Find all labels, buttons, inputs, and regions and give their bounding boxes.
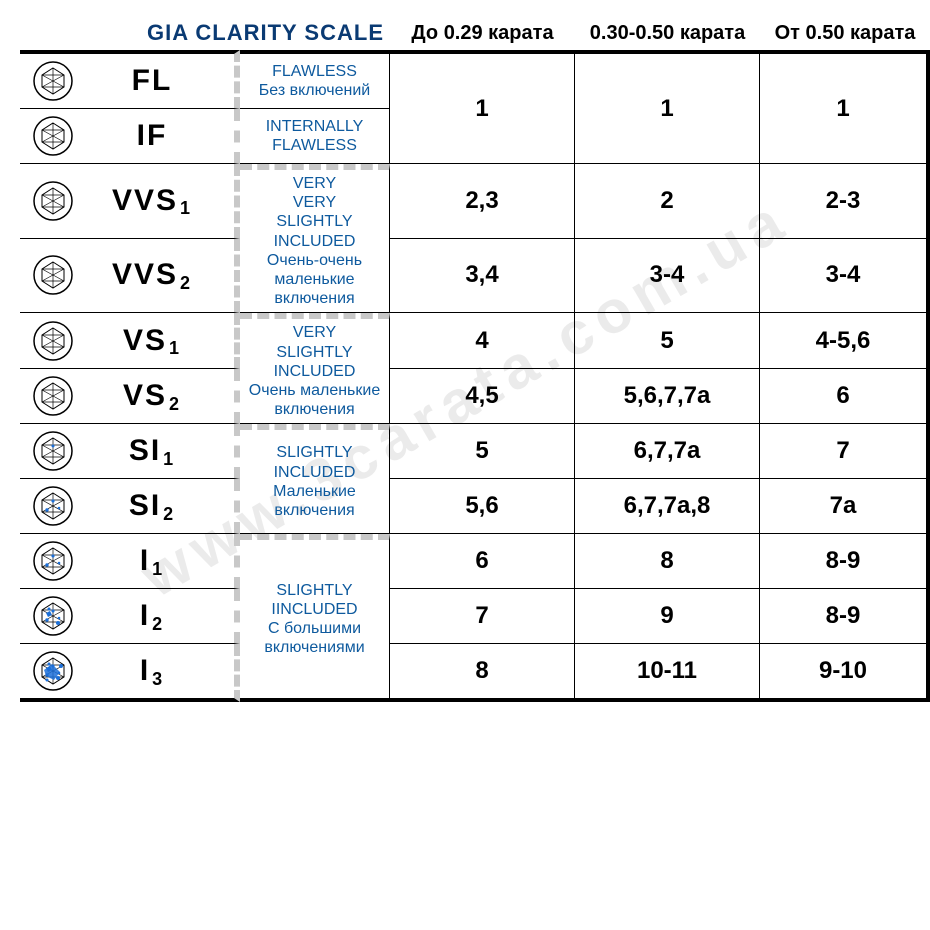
scale-value: 6 bbox=[390, 534, 575, 589]
clarity-grade: I2 bbox=[80, 589, 240, 644]
diamond-cell bbox=[20, 109, 80, 164]
clarity-description: SLIGHTLYINCLUDEDМаленькие включения bbox=[240, 424, 390, 534]
clarity-description: INTERNALLYFLAWLESS bbox=[240, 109, 390, 164]
scale-value: 4 bbox=[390, 313, 575, 368]
scale-value: 5 bbox=[575, 313, 760, 368]
diamond-cell bbox=[20, 239, 80, 314]
scale-value: 5,6,7,7а bbox=[575, 369, 760, 424]
column-header-0: До 0.29 карата bbox=[390, 22, 575, 45]
scale-value: 1 bbox=[575, 50, 760, 164]
scale-value: 3-4 bbox=[760, 239, 930, 314]
scale-value: 4-5,6 bbox=[760, 313, 930, 368]
diamond-cell bbox=[20, 534, 80, 589]
diamond-cell bbox=[20, 424, 80, 479]
scale-value: 2,3 bbox=[390, 164, 575, 239]
diamond-cell bbox=[20, 164, 80, 239]
scale-value: 7 bbox=[390, 589, 575, 644]
diamond-cell bbox=[20, 479, 80, 534]
scale-value: 3,4 bbox=[390, 239, 575, 314]
diamond-icon bbox=[32, 115, 74, 157]
diamond-cell bbox=[20, 313, 80, 368]
diamond-icon bbox=[32, 60, 74, 102]
scale-value: 9-10 bbox=[760, 644, 930, 702]
clarity-grade: VVS2 bbox=[80, 239, 240, 314]
clarity-grade: I3 bbox=[80, 644, 240, 702]
diamond-cell bbox=[20, 589, 80, 644]
table-title: GIA CLARITY SCALE bbox=[20, 20, 390, 46]
clarity-description: VERYSLIGHTLYINCLUDEDОчень маленькие вклю… bbox=[240, 313, 390, 424]
scale-value: 7 bbox=[760, 424, 930, 479]
clarity-description: SLIGHTLYIINCLUDEDС большими включениями bbox=[240, 534, 390, 702]
diamond-icon bbox=[32, 254, 74, 296]
clarity-grade: VVS1 bbox=[80, 164, 240, 239]
clarity-grade: SI2 bbox=[80, 479, 240, 534]
scale-value: 8 bbox=[575, 534, 760, 589]
diamond-cell bbox=[20, 50, 80, 109]
diamond-icon bbox=[32, 595, 74, 637]
diamond-icon bbox=[32, 540, 74, 582]
clarity-grade: VS1 bbox=[80, 313, 240, 368]
scale-value: 10-11 bbox=[575, 644, 760, 702]
clarity-table: FLFLAWLESSБез включений111 IFINTERNALLYF… bbox=[20, 50, 910, 702]
scale-value: 8-9 bbox=[760, 534, 930, 589]
scale-value: 6,7,7а bbox=[575, 424, 760, 479]
scale-value: 8 bbox=[390, 644, 575, 702]
diamond-icon bbox=[32, 430, 74, 472]
clarity-grade: FL bbox=[80, 50, 240, 109]
scale-value: 2-3 bbox=[760, 164, 930, 239]
clarity-description: VERYVERYSLIGHTLYINCLUDEDОчень-очень мале… bbox=[240, 164, 390, 313]
diamond-icon bbox=[32, 375, 74, 417]
scale-value: 3-4 bbox=[575, 239, 760, 314]
scale-value: 2 bbox=[575, 164, 760, 239]
scale-value: 1 bbox=[390, 50, 575, 164]
diamond-icon bbox=[32, 180, 74, 222]
clarity-grade: VS2 bbox=[80, 369, 240, 424]
diamond-icon bbox=[32, 650, 74, 692]
scale-value: 9 bbox=[575, 589, 760, 644]
column-header-1: 0.30-0.50 карата bbox=[575, 22, 760, 45]
scale-value: 5 bbox=[390, 424, 575, 479]
clarity-grade: SI1 bbox=[80, 424, 240, 479]
clarity-grade: IF bbox=[80, 109, 240, 164]
diamond-cell bbox=[20, 644, 80, 702]
scale-value: 5,6 bbox=[390, 479, 575, 534]
scale-value: 8-9 bbox=[760, 589, 930, 644]
scale-value: 6 bbox=[760, 369, 930, 424]
column-header-2: От 0.50 карата bbox=[760, 22, 930, 45]
table-header-row: GIA CLARITY SCALE До 0.29 карата 0.30-0.… bbox=[20, 20, 910, 46]
scale-value: 6,7,7а,8 bbox=[575, 479, 760, 534]
diamond-icon bbox=[32, 320, 74, 362]
clarity-grade: I1 bbox=[80, 534, 240, 589]
diamond-cell bbox=[20, 369, 80, 424]
scale-value: 4,5 bbox=[390, 369, 575, 424]
diamond-icon bbox=[32, 485, 74, 527]
clarity-description: FLAWLESSБез включений bbox=[240, 50, 390, 109]
scale-value: 1 bbox=[760, 50, 930, 164]
scale-value: 7а bbox=[760, 479, 930, 534]
